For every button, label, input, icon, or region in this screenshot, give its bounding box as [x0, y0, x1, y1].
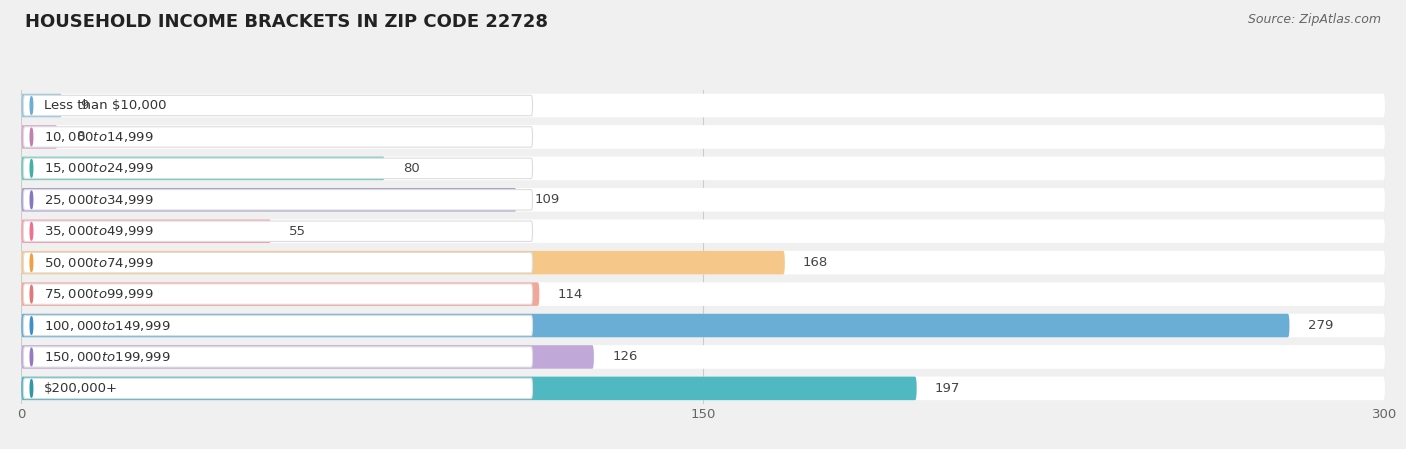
FancyBboxPatch shape [24, 189, 533, 210]
FancyBboxPatch shape [21, 377, 917, 400]
FancyBboxPatch shape [21, 377, 1385, 400]
Circle shape [30, 159, 32, 177]
FancyBboxPatch shape [21, 125, 58, 149]
Text: HOUSEHOLD INCOME BRACKETS IN ZIP CODE 22728: HOUSEHOLD INCOME BRACKETS IN ZIP CODE 22… [25, 13, 548, 31]
FancyBboxPatch shape [24, 221, 533, 242]
FancyBboxPatch shape [21, 94, 62, 117]
Text: $10,000 to $14,999: $10,000 to $14,999 [44, 130, 153, 144]
FancyBboxPatch shape [21, 188, 1385, 211]
Text: 114: 114 [558, 288, 583, 300]
FancyBboxPatch shape [24, 158, 533, 179]
FancyBboxPatch shape [21, 314, 1385, 337]
Circle shape [30, 222, 32, 240]
Text: 126: 126 [612, 351, 637, 363]
FancyBboxPatch shape [24, 95, 533, 116]
Text: $50,000 to $74,999: $50,000 to $74,999 [44, 255, 153, 270]
FancyBboxPatch shape [24, 347, 533, 367]
Text: 168: 168 [803, 256, 828, 269]
Text: $200,000+: $200,000+ [44, 382, 118, 395]
FancyBboxPatch shape [21, 345, 593, 369]
FancyBboxPatch shape [24, 284, 533, 304]
Text: Source: ZipAtlas.com: Source: ZipAtlas.com [1247, 13, 1381, 26]
Circle shape [30, 97, 32, 114]
Circle shape [30, 254, 32, 272]
Text: $35,000 to $49,999: $35,000 to $49,999 [44, 224, 153, 238]
Text: Less than $10,000: Less than $10,000 [44, 99, 166, 112]
Circle shape [30, 128, 32, 146]
Text: $15,000 to $24,999: $15,000 to $24,999 [44, 161, 153, 176]
Text: $100,000 to $149,999: $100,000 to $149,999 [44, 318, 170, 333]
FancyBboxPatch shape [21, 282, 1385, 306]
Text: $150,000 to $199,999: $150,000 to $199,999 [44, 350, 170, 364]
FancyBboxPatch shape [24, 315, 533, 336]
Circle shape [30, 285, 32, 303]
FancyBboxPatch shape [21, 220, 1385, 243]
Text: $25,000 to $34,999: $25,000 to $34,999 [44, 193, 153, 207]
Text: $75,000 to $99,999: $75,000 to $99,999 [44, 287, 153, 301]
Circle shape [30, 379, 32, 397]
Text: 80: 80 [404, 162, 420, 175]
FancyBboxPatch shape [21, 345, 1385, 369]
Text: 197: 197 [935, 382, 960, 395]
FancyBboxPatch shape [24, 127, 533, 147]
FancyBboxPatch shape [21, 314, 1289, 337]
Circle shape [30, 191, 32, 209]
FancyBboxPatch shape [21, 220, 271, 243]
FancyBboxPatch shape [21, 157, 1385, 180]
Text: 55: 55 [290, 225, 307, 238]
FancyBboxPatch shape [21, 251, 785, 274]
FancyBboxPatch shape [24, 378, 533, 399]
FancyBboxPatch shape [21, 188, 516, 211]
FancyBboxPatch shape [21, 94, 1385, 117]
FancyBboxPatch shape [21, 157, 385, 180]
FancyBboxPatch shape [24, 252, 533, 273]
Text: 279: 279 [1308, 319, 1333, 332]
FancyBboxPatch shape [21, 282, 540, 306]
FancyBboxPatch shape [21, 251, 1385, 274]
Text: 109: 109 [534, 194, 560, 206]
Text: 8: 8 [76, 131, 84, 143]
Circle shape [30, 348, 32, 366]
Circle shape [30, 317, 32, 335]
Text: 9: 9 [80, 99, 89, 112]
FancyBboxPatch shape [21, 125, 1385, 149]
